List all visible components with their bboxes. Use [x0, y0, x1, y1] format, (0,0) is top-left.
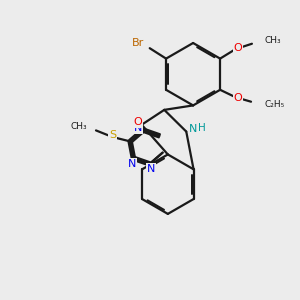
Text: O: O — [234, 93, 242, 103]
Text: O: O — [234, 44, 242, 53]
Text: CH₃: CH₃ — [264, 36, 281, 45]
Text: N: N — [147, 164, 155, 174]
Text: N: N — [189, 124, 197, 134]
Text: Br: Br — [132, 38, 145, 48]
Text: C₂H₅: C₂H₅ — [264, 100, 285, 109]
Text: N: N — [128, 159, 136, 169]
Text: N: N — [134, 123, 142, 133]
Text: S: S — [109, 130, 116, 140]
Text: H: H — [198, 123, 206, 133]
Text: CH₃: CH₃ — [70, 122, 87, 131]
Text: O: O — [134, 117, 142, 128]
